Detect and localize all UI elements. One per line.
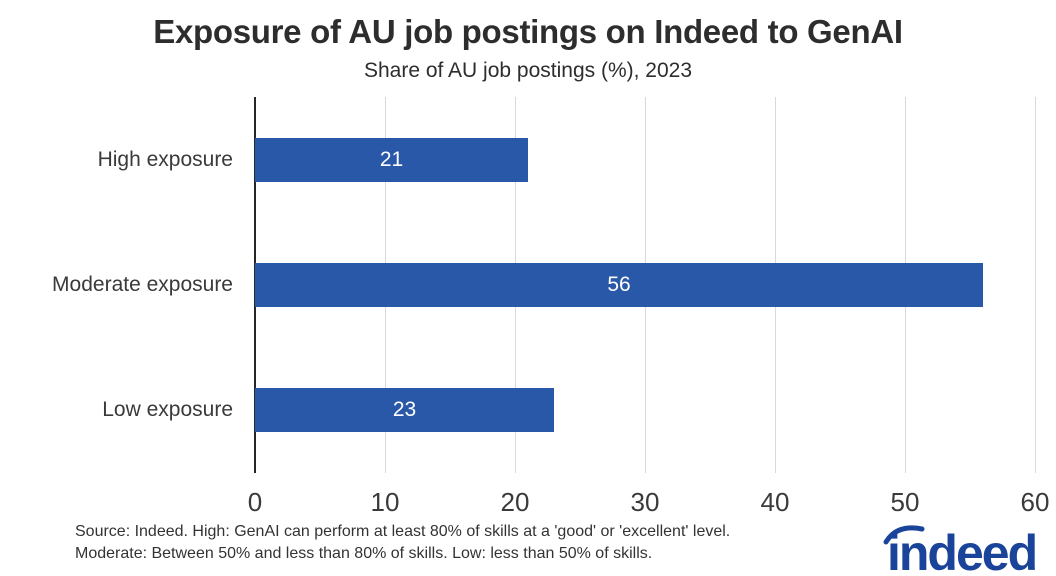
source-note: Source: Indeed. High: GenAI can perform …	[75, 521, 730, 565]
bar-value-label-high-exposure: 21	[379, 147, 404, 171]
x-tick-label-60: 60	[1020, 487, 1050, 517]
category-axis: High exposure Moderate exposure Low exposu…	[0, 97, 233, 473]
plot-area: 21 56 23	[254, 97, 1036, 473]
source-line-2: Moderate: Between 50% and less than 80% …	[75, 545, 653, 562]
category-label-low-exposure: Low exposure	[102, 398, 233, 422]
gridline-60	[1035, 97, 1036, 473]
bar-value-label-moderate-exposure: 56	[607, 273, 631, 296]
x-tick-label-10: 10	[370, 487, 400, 517]
x-tick-label-50: 50	[890, 487, 920, 517]
indeed-logo: indeed	[883, 525, 1038, 576]
chart-title: Exposure of AU job postings on Indeed to…	[153, 13, 903, 50]
value-axis: 0 10 20 30 40 50 60	[248, 487, 1050, 521]
bar-moderate-exposure: 56	[255, 263, 983, 307]
bar-high-exposure: 21	[255, 137, 528, 182]
x-tick-label-30: 30	[630, 487, 660, 517]
x-tick-label-0: 0	[247, 487, 263, 517]
bar-value-label-low-exposure: 23	[392, 398, 417, 422]
x-tick-label-20: 20	[500, 487, 530, 517]
bar-low-exposure: 23	[255, 388, 554, 433]
category-label-moderate-exposure: Moderate exposure	[52, 272, 233, 296]
x-tick-label-40: 40	[760, 487, 790, 517]
logo-wordmark: indeed	[887, 525, 1036, 576]
source-line-1: Source: Indeed. High: GenAI can perform …	[75, 523, 731, 540]
category-label-high-exposure: High exposure	[97, 147, 233, 171]
chart-subtitle: Share of AU job postings (%), 2023	[363, 59, 693, 82]
logo-arc-icon	[883, 525, 925, 545]
